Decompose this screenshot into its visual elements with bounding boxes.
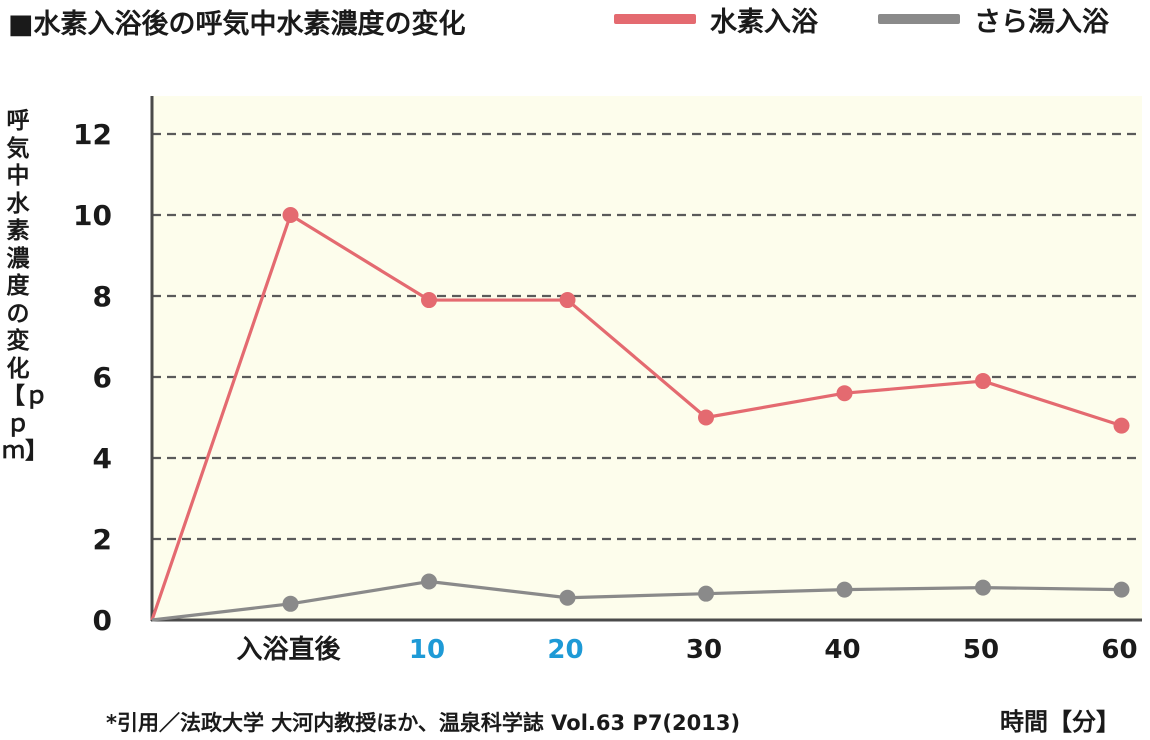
data-point-s1-4 — [698, 585, 714, 602]
data-point-s1-2 — [421, 573, 437, 590]
data-point-s0-1 — [282, 207, 299, 223]
data-point-s1-5 — [836, 581, 853, 598]
x-tick-label-4: 30 — [686, 635, 722, 665]
data-point-s0-6 — [975, 373, 991, 390]
x-tick-label-5: 40 — [824, 635, 860, 665]
legend-label-hydrogen-bath: 水素入浴 — [710, 6, 818, 38]
citation-text: *引用／法政大学 大河内教授ほか、温泉科学誌 Vol.63 P7(2013) — [106, 711, 741, 735]
x-tick-label-3: 20 — [547, 635, 583, 665]
legend-swatch-hydrogen-bath — [614, 14, 696, 24]
data-point-s1-3 — [559, 589, 576, 606]
y-tick-label-0: 0 — [93, 604, 112, 637]
y-tick-label-4: 4 — [93, 442, 112, 475]
plot-area — [152, 96, 1142, 620]
legend-item-plain-bath: さら湯入浴 — [878, 2, 1109, 38]
series-line-1 — [151, 579, 1122, 622]
chart-title: ■水素入浴後の呼気中水素濃度の変化 — [8, 9, 466, 40]
data-point-s0-4 — [698, 409, 714, 426]
x-axis-label: 時間【分】 — [1000, 708, 1120, 736]
y-tick-label-12: 12 — [73, 118, 112, 151]
x-tick-label-7: 60 — [1101, 635, 1137, 665]
series-line-0 — [150, 213, 1122, 621]
legend-item-hydrogen-bath: 水素入浴 — [614, 2, 818, 38]
data-point-s1-7 — [1113, 581, 1130, 598]
y-tick-label-10: 10 — [73, 199, 112, 232]
data-point-s0-3 — [559, 292, 576, 309]
legend-label-plain-bath: さら湯入浴 — [974, 6, 1109, 38]
y-tick-label-6: 6 — [93, 361, 112, 394]
legend-swatch-plain-bath — [878, 14, 960, 24]
data-point-s1-6 — [975, 579, 991, 596]
y-tick-label-2: 2 — [93, 523, 112, 556]
x-tick-label-2: 10 — [409, 635, 445, 665]
y-tick-label-8: 8 — [93, 280, 112, 313]
data-point-s0-5 — [836, 385, 853, 402]
data-point-s0-2 — [421, 292, 437, 309]
x-tick-label-6: 50 — [963, 635, 999, 665]
data-point-s1-1 — [282, 595, 299, 612]
data-point-s0-7 — [1113, 417, 1130, 434]
x-tick-label-1: 入浴直後 — [236, 634, 341, 665]
